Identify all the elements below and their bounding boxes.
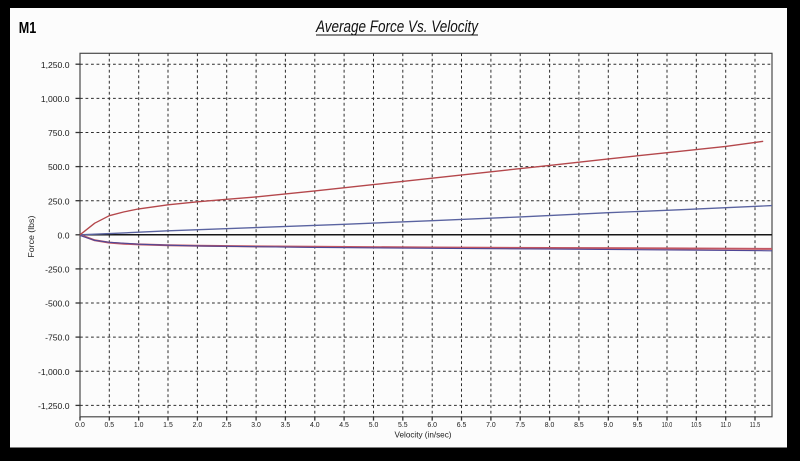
svg-text:2.0: 2.0 — [193, 422, 203, 429]
svg-text:8.5: 8.5 — [574, 422, 584, 429]
svg-text:500.0: 500.0 — [48, 162, 70, 172]
svg-text:8.0: 8.0 — [545, 422, 555, 429]
svg-text:6.0: 6.0 — [427, 422, 437, 429]
svg-text:-1,000.0: -1,000.0 — [38, 367, 70, 377]
svg-text:0.5: 0.5 — [105, 422, 115, 429]
svg-text:750.0: 750.0 — [48, 128, 70, 138]
svg-text:Average Force Vs. Velocity: Average Force Vs. Velocity — [315, 18, 479, 36]
svg-text:-750.0: -750.0 — [45, 333, 70, 343]
svg-text:0.0: 0.0 — [75, 422, 85, 429]
svg-text:1.0: 1.0 — [134, 422, 144, 429]
svg-text:10.5: 10.5 — [691, 422, 702, 429]
svg-text:1.5: 1.5 — [163, 422, 173, 429]
svg-text:9.0: 9.0 — [604, 422, 614, 429]
svg-text:5.0: 5.0 — [369, 422, 379, 429]
svg-text:Force (lbs): Force (lbs) — [27, 215, 36, 257]
svg-text:M1: M1 — [19, 20, 37, 37]
svg-text:4.5: 4.5 — [339, 422, 349, 429]
svg-text:0.0: 0.0 — [58, 230, 70, 240]
svg-text:3.5: 3.5 — [281, 422, 291, 429]
svg-text:11.5: 11.5 — [750, 422, 761, 429]
svg-text:5.5: 5.5 — [398, 422, 408, 429]
svg-text:7.5: 7.5 — [515, 422, 525, 429]
svg-text:1,000.0: 1,000.0 — [41, 94, 70, 104]
svg-text:3.0: 3.0 — [251, 422, 261, 429]
svg-text:4.0: 4.0 — [310, 422, 320, 429]
svg-text:7.0: 7.0 — [486, 422, 496, 429]
svg-text:10.0: 10.0 — [662, 422, 673, 429]
svg-text:9.5: 9.5 — [633, 422, 643, 429]
svg-text:250.0: 250.0 — [48, 196, 70, 206]
svg-text:6.5: 6.5 — [457, 422, 467, 429]
svg-text:11.0: 11.0 — [721, 422, 732, 429]
svg-text:Velocity (in/sec): Velocity (in/sec) — [395, 429, 452, 439]
svg-text:-250.0: -250.0 — [45, 265, 70, 275]
svg-text:1,250.0: 1,250.0 — [41, 60, 70, 70]
svg-text:-500.0: -500.0 — [45, 299, 70, 309]
svg-text:2.5: 2.5 — [222, 422, 232, 429]
svg-text:-1,250.0: -1,250.0 — [38, 401, 70, 411]
